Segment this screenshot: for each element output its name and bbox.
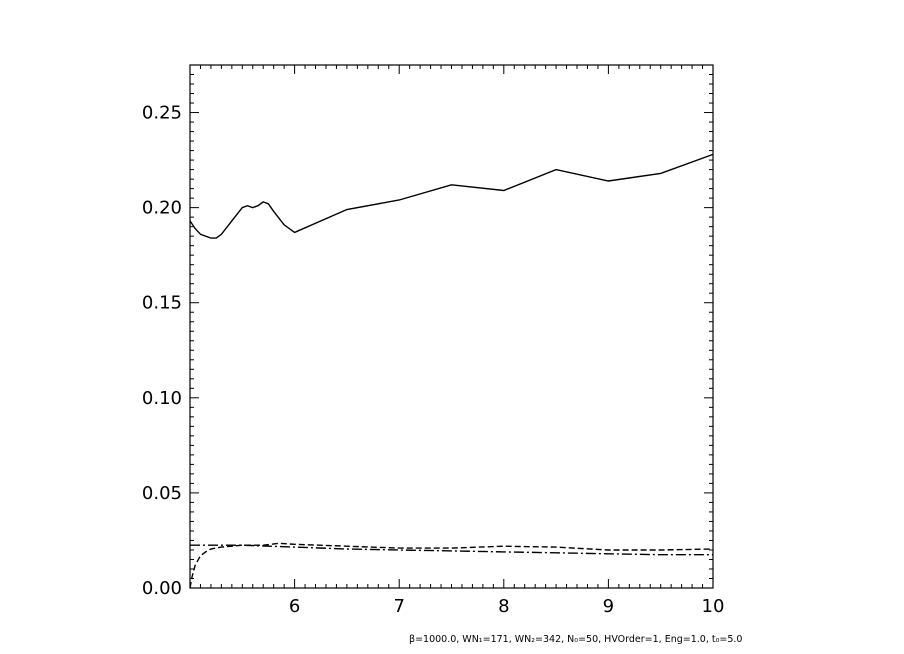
y-tick-label: 0.15 <box>142 293 182 314</box>
parameter-footnote: β=1000.0, WN₁=171, WN₂=342, N₀=50, HVOrd… <box>409 634 743 645</box>
series-layer <box>189 153 714 589</box>
plot-frame <box>189 64 714 589</box>
y-tick-label: 0.00 <box>142 578 182 599</box>
y-tick-label: 0.05 <box>142 483 182 504</box>
tick-layer <box>189 64 714 589</box>
y-tick-label: 0.25 <box>142 103 182 124</box>
x-tick-label: 6 <box>289 596 300 617</box>
y-tick-label: 0.20 <box>142 198 182 219</box>
x-tick-label: 10 <box>702 596 725 617</box>
y-tick-label: 0.10 <box>142 388 182 409</box>
x-tick-label: 9 <box>603 596 614 617</box>
series-line-1 <box>189 153 714 239</box>
series-line-3 <box>190 544 713 556</box>
x-tick-label: 8 <box>498 596 509 617</box>
x-tick-label: 7 <box>393 596 404 617</box>
series-line-2 <box>189 542 714 589</box>
tick-label-layer: 6 7 8 9 10 0.00 0.05 0.10 0.15 0.20 0.25 <box>142 103 725 617</box>
